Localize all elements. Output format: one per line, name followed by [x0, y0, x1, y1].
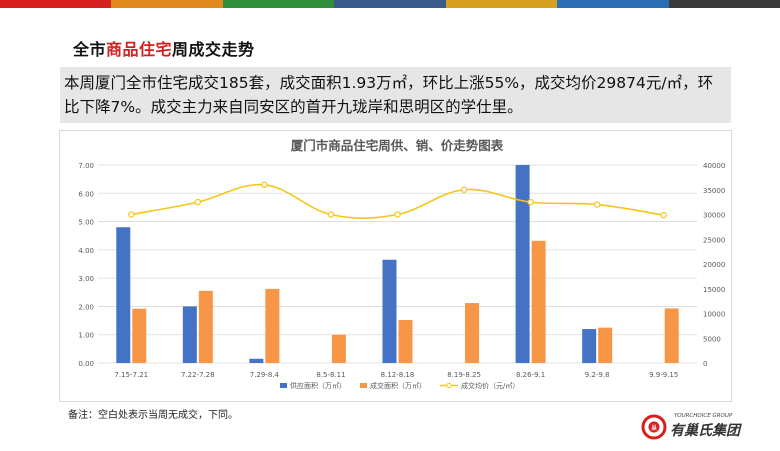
y-left-tick-label: 0.00 [78, 360, 94, 368]
y-left-tick-label: 4.00 [78, 247, 94, 255]
chart-axes: 0.00 1.00 2.00 3.00 4.00 5.00 6.00 7.00 0 5000 100… [78, 162, 725, 379]
bar [598, 327, 613, 363]
bar [515, 165, 530, 363]
top-color-bar [0, 0, 780, 8]
summary-text: 本周厦门全市住宅成交185套，成交面积1.93万㎡，环比上涨55%，成交均价29… [64, 74, 714, 116]
top-bar-segment [222, 0, 335, 8]
price-point [128, 211, 135, 218]
x-tick-label: 9.9-9.15 [649, 371, 678, 379]
chart-container: 厦门市商品住宅周供、销、价走势图表 0.00 1.00 2.00 3.00 4.00 5.… [59, 130, 732, 402]
bar [132, 308, 147, 363]
title-highlight: 商品住宅 [106, 40, 173, 59]
y-right-tick-label: 0 [703, 360, 707, 368]
chart-svg: 厦门市商品住宅周供、销、价走势图表 0.00 1.00 2.00 3.00 4.00 5.… [78, 138, 725, 390]
bar [249, 358, 264, 363]
bar [582, 329, 597, 363]
y-left-tick-label: 1.00 [78, 332, 94, 340]
y-right-tick-label: 10000 [703, 311, 725, 319]
bar [664, 308, 679, 363]
legend-label: 供应面积（万㎡） [290, 381, 346, 390]
logo-subtext: YOURCHOICE GROUP [674, 413, 733, 419]
bar [531, 240, 546, 363]
logo-text: 有巢氏集团 [670, 422, 742, 439]
top-bar-segment [111, 0, 223, 8]
title-suffix: 周成交走势 [172, 40, 255, 59]
y-right-tick-label: 30000 [703, 212, 725, 220]
bar [182, 306, 197, 363]
y-left-tick-label: 3.00 [78, 275, 94, 283]
bar [265, 288, 280, 363]
top-bar-segment [334, 0, 446, 8]
price-point [394, 211, 401, 218]
price-point [327, 211, 335, 218]
logo-mark-text: 巢 [651, 424, 657, 432]
top-bar-segment [0, 0, 112, 8]
title-prefix: 全市 [73, 40, 107, 59]
legend-swatch [280, 383, 287, 388]
x-tick-label: 8.19-8.25 [447, 371, 481, 379]
x-tick-label: 7.15-7.21 [114, 371, 148, 379]
y-right-tick-label: 35000 [703, 187, 725, 195]
bar [331, 334, 346, 363]
legend-label: 成交均价（元/㎡） [461, 381, 519, 390]
x-tick-label: 8.26-9.1 [516, 371, 545, 379]
footnote: 备注：空白处表示当周无成交，下同。 [68, 410, 238, 421]
y-left-tick-label: 6.00 [78, 190, 94, 198]
legend-swatch-marker [446, 382, 452, 389]
price-point [261, 181, 268, 189]
x-tick-label: 7.22-7.28 [181, 371, 215, 379]
y-right-tick-label: 5000 [703, 335, 721, 343]
top-bar-segment [668, 0, 780, 8]
chart-grid [98, 164, 697, 364]
bar [465, 303, 480, 363]
x-tick-label: 8.5-8.11 [316, 371, 345, 379]
bar [116, 227, 131, 363]
chart-legend: 供应面积（万㎡） 成交面积（万㎡） 成交均价（元/㎡） [280, 381, 519, 390]
y-left-tick-label: 5.00 [78, 219, 94, 227]
chart-bars [116, 165, 679, 363]
y-left-tick-label: 2.00 [78, 303, 94, 311]
legend-swatch [360, 383, 367, 388]
bar [382, 259, 397, 363]
bar [398, 320, 413, 363]
y-right-tick-label: 20000 [703, 261, 725, 269]
price-point [593, 201, 601, 208]
y-left-tick-label: 7.00 [78, 162, 94, 170]
price-point [660, 211, 667, 219]
price-point [194, 198, 202, 206]
legend-label: 成交面积（万㎡） [370, 381, 426, 390]
chart-title: 厦门市商品住宅周供、销、价走势图表 [291, 138, 504, 153]
y-right-tick-label: 25000 [703, 236, 725, 244]
x-tick-label: 8.12-8.18 [381, 371, 415, 379]
page-title: 全市商品住宅周成交走势 [73, 36, 255, 60]
x-tick-label: 7.29-8.4 [250, 371, 280, 379]
chart-line [128, 181, 667, 219]
price-point [527, 198, 534, 206]
logo-mark-icon [641, 414, 667, 440]
top-bar-segment [557, 0, 669, 8]
top-bar-segment [445, 0, 558, 8]
summary-box: 本周厦门全市住宅成交185套，成交面积1.93万㎡，环比上涨55%，成交均价29… [60, 67, 731, 123]
bar [198, 290, 213, 363]
x-tick-label: 9.2-9.8 [585, 371, 610, 379]
y-right-tick-label: 15000 [703, 286, 725, 294]
price-point [460, 186, 468, 193]
company-logo: 巢 YOURCHOICE GROUP 有巢氏集团 [640, 407, 780, 447]
y-right-tick-label: 40000 [703, 162, 725, 170]
